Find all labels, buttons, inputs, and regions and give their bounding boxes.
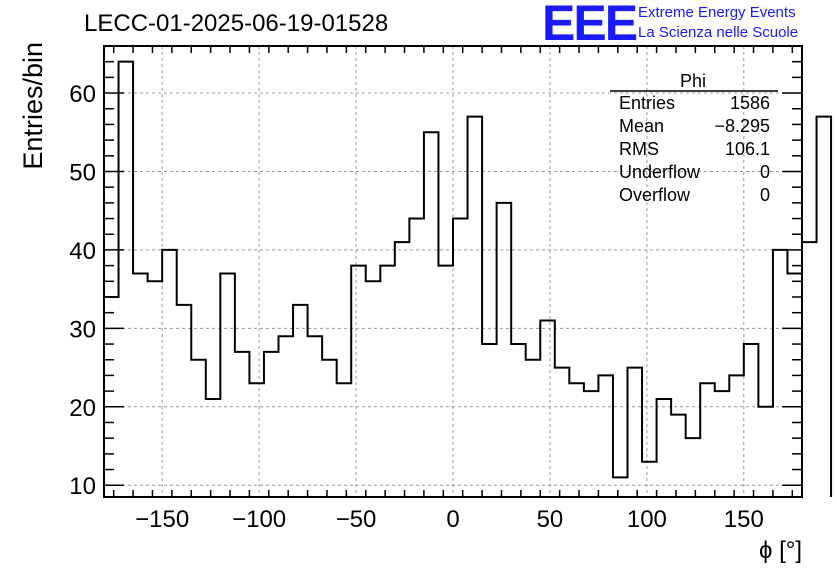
x-tick-label: 0 [446,506,459,533]
eee-logo-mark: EEE [542,0,638,51]
stats-value-overflow: 0 [759,185,770,205]
y-axis-title: Entries/bin [18,42,48,170]
axis-ticks [104,46,802,497]
stats-label-overflow: Overflow [619,185,691,205]
eee-logo-line1: Extreme Energy Events [638,4,796,21]
stats-value-underflow: 0 [759,162,770,182]
stats-label-entries: Entries [619,93,676,113]
x-tick-label: −50 [336,506,377,533]
y-tick-label: 20 [69,395,96,422]
x-tick-label: −150 [135,506,189,533]
x-axis-title: ϕ [°] [759,537,802,564]
histogram-outline [103,60,833,497]
x-tick-label: −100 [232,506,286,533]
y-tick-label: 30 [69,316,96,343]
y-tick-label: 10 [69,473,96,500]
stats-value-entries: 1586 [729,93,770,113]
x-tick-label: 50 [537,506,564,533]
y-tick-label: 50 [69,159,96,186]
stats-label-rms: RMS [619,139,659,159]
plot-frame [103,45,803,498]
y-tick-label: 60 [69,81,96,108]
stats-value-rms: 106.1 [724,139,770,159]
stats-label-mean: Mean [619,116,665,136]
run-title: LECC-01-2025-06-19-01528 [84,10,389,37]
grid-lines [104,46,802,497]
stats-title: Phi [680,71,707,91]
eee-logo-line2: La Scienza nelle Scuole [638,24,799,41]
x-tick-label: 100 [627,506,667,533]
stats-label-underflow: Underflow [619,162,701,182]
stats-value-mean: −8.295 [714,116,770,136]
y-tick-label: 40 [69,238,96,265]
tick-labels: −150 −100 −50 0 50 100 150 10 20 30 40 50 60 [69,81,764,533]
x-tick-label: 150 [724,506,764,533]
